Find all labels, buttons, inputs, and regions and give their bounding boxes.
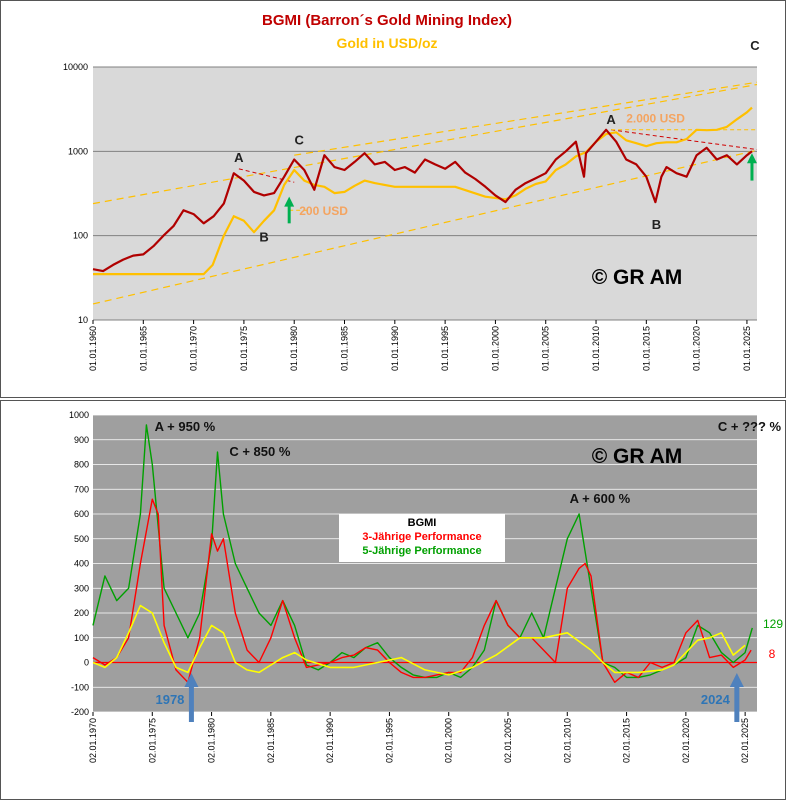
bottom-y-tick-label: 800 <box>74 460 89 470</box>
bottom-annotation: A + 600 % <box>570 491 631 506</box>
top-x-tick-label: 01.01.2000 <box>490 326 500 371</box>
bottom-series-line <box>92 498 752 683</box>
top-annotation: A <box>606 112 616 127</box>
legend-entry-3y: 3-Jährige Performance <box>362 531 481 543</box>
bottom-y-tick-label: 600 <box>74 509 89 519</box>
top-x-tick-label: 01.01.2010 <box>591 326 601 371</box>
top-annotation: C <box>750 38 760 53</box>
bottom-chart-panel: -200 -100 0 100 200 300 400 500 600 700 800 900 1000… <box>0 400 786 800</box>
bottom-series-line <box>92 604 746 676</box>
bottom-x-tick-label: 02.01.2005 <box>503 718 513 763</box>
bottom-chart-svg: -200 -100 0 100 200 300 400 500 600 700 800 900 1000… <box>69 410 783 763</box>
top-x-tick-label: 01.01.2015 <box>641 326 651 371</box>
top-x-tick-label: 01.01.1990 <box>390 326 400 371</box>
top-chart-panel: 10 100 1000 10000 01.01.1960 01.01.1965 01.01.… <box>0 0 786 398</box>
top-x-tick-label: 01.01.1970 <box>189 326 199 371</box>
top-y-tick-label: 10000 <box>63 62 88 72</box>
bottom-up-arrow-head-icon <box>729 673 744 687</box>
top-watermark: © GR AM <box>592 266 683 289</box>
top-up-arrow-head-icon <box>284 196 295 207</box>
end-label-5y: 129 <box>763 617 783 631</box>
bottom-series-line <box>92 424 753 679</box>
top-up-arrow-head-icon <box>746 153 757 164</box>
bottom-annotation: C + ??? % <box>718 419 782 434</box>
top-resistance-line <box>238 168 295 183</box>
bottom-x-tick-label: 02.01.2020 <box>681 718 691 763</box>
bottom-annotation: A + 950 % <box>155 419 216 434</box>
top-x-tick-label: 01.01.1960 <box>88 326 98 371</box>
top-series-bgmi-line <box>92 128 753 273</box>
top-x-tick-label: 01.01.2005 <box>541 326 551 371</box>
top-chart-title: BGMI (Barron´s Gold Mining Index) <box>262 12 512 29</box>
bottom-x-tick-label: 02.01.2025 <box>740 718 750 763</box>
top-x-tick-label: 01.01.2020 <box>692 326 702 371</box>
top-annotation: 200 USD <box>299 204 348 218</box>
top-chart-svg: 10 100 1000 10000 01.01.1960 01.01.1965 01.01.… <box>63 12 760 371</box>
bottom-y-tick-label: 900 <box>74 435 89 445</box>
bottom-x-tick-label: 02.01.1985 <box>266 718 276 763</box>
bottom-arrow-year-label: 2024 <box>701 692 731 707</box>
top-y-tick-label: 100 <box>73 231 88 241</box>
bottom-y-tick-label: 100 <box>74 633 89 643</box>
top-chart-subtitle: Gold in USD/oz <box>336 35 437 51</box>
bottom-x-tick-label: 02.01.2010 <box>562 718 572 763</box>
top-annotation: A <box>234 150 244 165</box>
bottom-y-tick-label: 500 <box>74 534 89 544</box>
legend-box <box>339 514 505 562</box>
top-annotation: 2.000 USD <box>626 111 685 125</box>
bottom-y-tick-label: 200 <box>74 608 89 618</box>
top-x-tick-label: 01.01.1980 <box>289 326 299 371</box>
top-y-tick-label: 10 <box>78 315 88 325</box>
bottom-x-tick-label: 02.01.2015 <box>622 718 632 763</box>
bottom-y-tick-label: -100 <box>71 682 89 692</box>
bottom-annotation: C + 850 % <box>229 444 291 459</box>
bottom-y-tick-label: 400 <box>74 559 89 569</box>
top-annotation: B <box>259 230 268 245</box>
bottom-x-tick-label: 02.01.1975 <box>147 718 157 763</box>
bottom-up-arrow-head-icon <box>184 673 199 687</box>
legend-entry-5y: 5-Jährige Performance <box>362 545 481 557</box>
bottom-arrow-year-label: 1978 <box>155 692 184 707</box>
bottom-y-tick-label: 0 <box>84 658 89 668</box>
end-label-3y: 8 <box>769 647 776 661</box>
bottom-up-arrow-icon <box>188 685 194 722</box>
bottom-y-tick-label: -200 <box>71 707 89 717</box>
top-x-tick-label: 01.01.1975 <box>239 326 249 371</box>
top-y-tick-label: 1000 <box>68 146 88 156</box>
top-annotation: B <box>652 217 661 232</box>
bottom-x-tick-label: 02.01.1970 <box>88 718 98 763</box>
top-x-tick-label: 01.01.1965 <box>138 326 148 371</box>
bottom-x-tick-label: 02.01.2000 <box>444 718 454 763</box>
bottom-x-tick-label: 02.01.1995 <box>384 718 394 763</box>
bottom-x-tick-label: 02.01.1980 <box>207 718 217 763</box>
top-x-tick-label: 01.01.1985 <box>340 326 350 371</box>
bottom-x-tick-label: 02.01.1990 <box>325 718 335 763</box>
top-x-tick-label: 01.01.1995 <box>440 326 450 371</box>
bottom-up-arrow-icon <box>734 685 740 722</box>
top-annotation: C <box>295 133 305 148</box>
top-trend-line <box>92 83 758 205</box>
top-x-tick-label: 01.01.2025 <box>742 326 752 371</box>
legend-title: BGMI <box>408 517 437 529</box>
bottom-y-tick-label: 1000 <box>69 410 89 420</box>
top-trend-line <box>294 81 758 156</box>
bottom-y-tick-label: 700 <box>74 484 89 494</box>
bottom-watermark: © GR AM <box>592 445 683 468</box>
bottom-y-tick-label: 300 <box>74 583 89 593</box>
